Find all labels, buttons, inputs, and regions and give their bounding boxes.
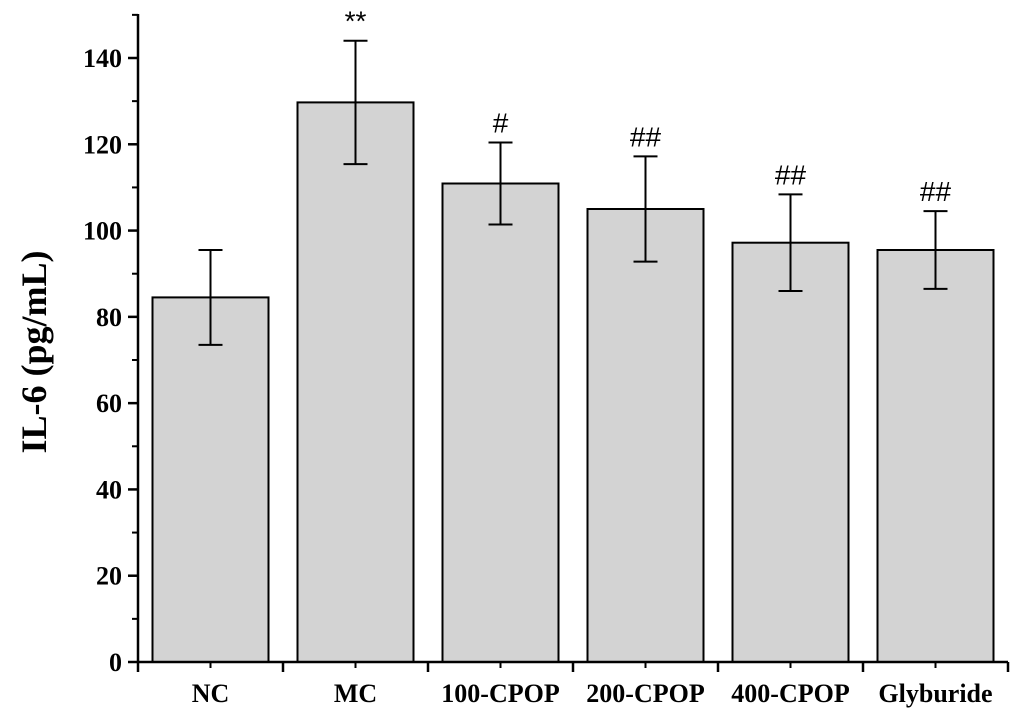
plot-area: NC MC ** 100-CPOP #200-CPOP ## 400-CPOP ## Glybu… bbox=[83, 6, 1010, 708]
x-tick-label: NC bbox=[192, 679, 230, 708]
bar bbox=[586, 208, 705, 663]
x-tick-label: 200-CPOP bbox=[586, 679, 705, 708]
y-tick-label: 120 bbox=[83, 130, 122, 159]
bar bbox=[731, 241, 850, 663]
x-tick-label: 100-CPOP bbox=[441, 679, 560, 708]
x-tick-label: Glyburide bbox=[878, 679, 992, 708]
significance-marker: ## bbox=[775, 159, 807, 190]
y-tick-label: 0 bbox=[109, 648, 122, 677]
bar bbox=[151, 296, 270, 663]
significance-marker: ** bbox=[345, 6, 367, 37]
bar bbox=[876, 249, 995, 663]
significance-marker: ## bbox=[920, 176, 952, 207]
y-tick-label: 40 bbox=[96, 475, 122, 504]
bar bbox=[296, 101, 415, 663]
y-tick-label: 100 bbox=[83, 217, 122, 246]
bar bbox=[441, 182, 560, 663]
y-tick-label: 80 bbox=[96, 303, 122, 332]
y-axis-title: IL-6 (pg/mL) bbox=[14, 250, 54, 453]
significance-marker: # bbox=[493, 108, 509, 139]
y-tick-label: 20 bbox=[96, 562, 122, 591]
significance-marker: ## bbox=[630, 121, 662, 152]
y-tick-label: 140 bbox=[83, 44, 122, 73]
x-tick-label: 400-CPOP bbox=[731, 679, 850, 708]
x-tick-label: MC bbox=[334, 679, 377, 708]
y-tick-label: 60 bbox=[96, 389, 122, 418]
